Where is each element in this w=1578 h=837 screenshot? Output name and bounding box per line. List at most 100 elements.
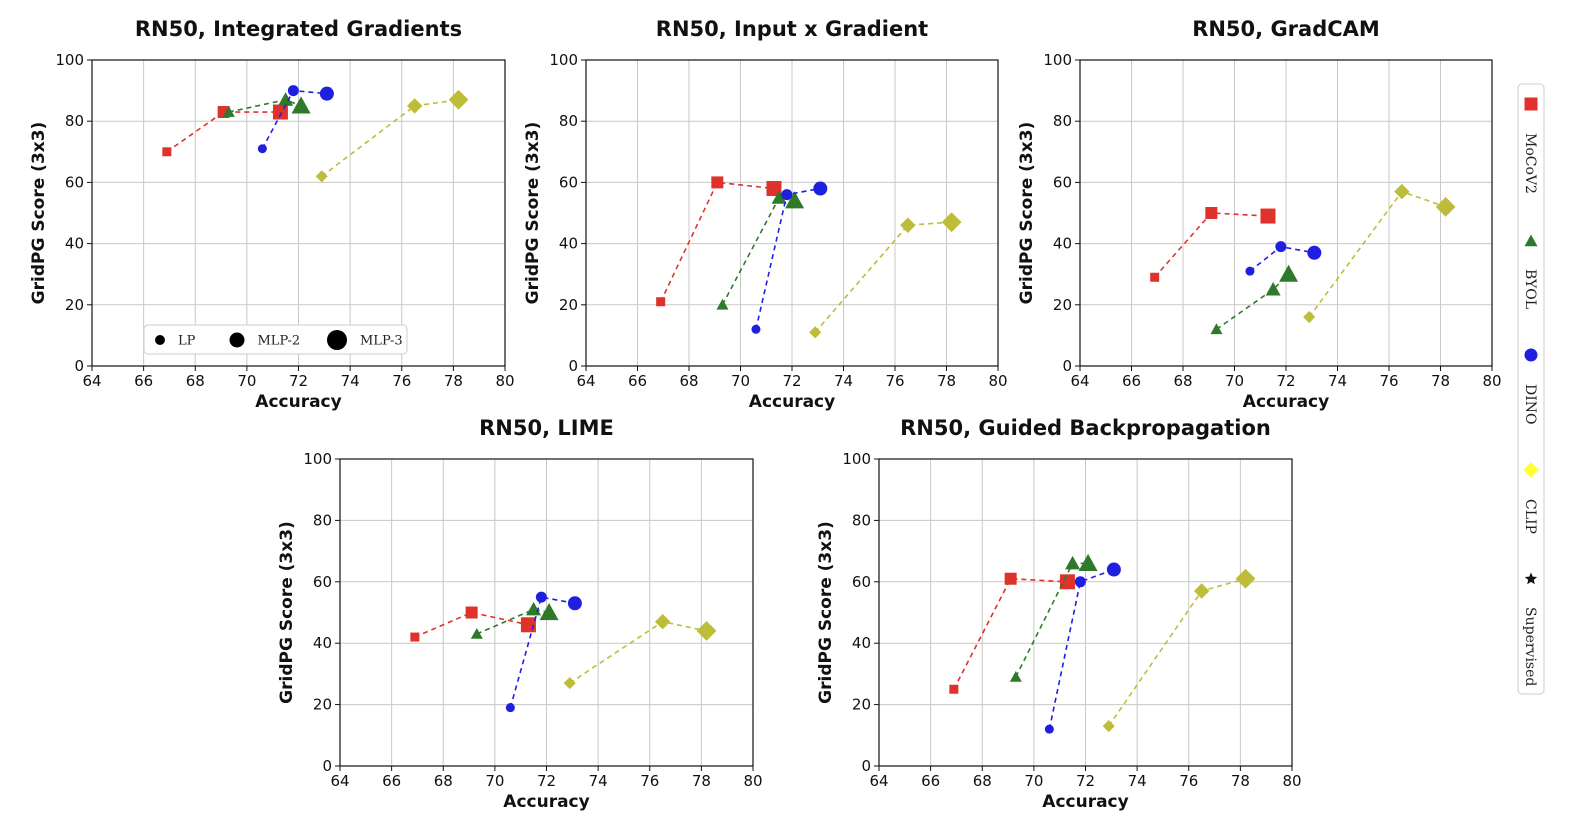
y-tick-label: 0: [1062, 357, 1072, 375]
series-line-mocov2: [414, 611, 529, 638]
data-point-mocov2: [1260, 208, 1276, 224]
y-tick-label: 60: [65, 173, 84, 191]
series-line-clip: [321, 98, 459, 177]
data-point-dino: [287, 85, 299, 97]
y-tick-label: 80: [65, 112, 84, 130]
data-point-clip: [1235, 568, 1256, 589]
y-tick-label: 20: [65, 296, 84, 314]
data-point-byol: [1065, 555, 1081, 570]
x-tick-label: 78: [1431, 372, 1450, 390]
plot-frame: [878, 458, 1293, 767]
data-point-byol: [470, 627, 483, 639]
x-axis-label: Accuracy: [749, 392, 835, 412]
data-point-clip: [315, 170, 328, 183]
x-tick-label: 72: [1076, 772, 1095, 790]
x-tick-label: 64: [82, 372, 101, 390]
data-point-dino: [1106, 562, 1121, 577]
y-tick-label: 40: [65, 235, 84, 253]
data-point-dino: [751, 324, 761, 334]
data-point-byol: [1210, 323, 1223, 335]
y-axis-label: GridPG Score (3x3): [523, 122, 543, 305]
chart-title: RN50, LIME: [479, 416, 614, 440]
chart-panel-3: 64 66 68 70 72 74 76 78 80 0 20 40 60 80 100 RN50, Grad…: [1017, 17, 1502, 412]
data-point-mocov2: [1004, 572, 1017, 585]
y-tick-label: 20: [559, 296, 578, 314]
plot-frame: [339, 458, 754, 767]
data-point-clip: [1193, 583, 1210, 599]
data-point-dino: [257, 144, 267, 154]
y-tick-label: 20: [313, 696, 332, 714]
x-tick-label: 70: [485, 772, 504, 790]
x-tick-label: 80: [743, 772, 762, 790]
y-tick-label: 60: [1053, 173, 1072, 191]
series-line-byol: [476, 608, 550, 635]
y-axis-label: GridPG Score (3x3): [816, 521, 836, 704]
legend-label-dino: DINO: [1522, 384, 1538, 424]
x-tick-label: 80: [988, 372, 1007, 390]
y-tick-label: 100: [842, 450, 871, 468]
data-point-clip: [1394, 183, 1410, 200]
y-tick-label: 80: [852, 511, 871, 529]
chart-title: RN50, GradCAM: [1192, 17, 1380, 41]
legend-label-supervised: Supervised: [1522, 607, 1538, 686]
x-tick-label: 74: [834, 372, 853, 390]
data-point-dino: [1074, 576, 1086, 588]
plot-frame: [585, 59, 999, 367]
data-point-clip: [696, 621, 717, 641]
series-line-clip: [1108, 577, 1246, 727]
chart-panel-2: 64 66 68 70 72 74 76 78 80 0 20 40 60 80 100 RN50, Inpu…: [523, 17, 1008, 412]
legend-marker-clip: [1523, 462, 1539, 478]
data-point-byol: [222, 106, 235, 117]
x-tick-label: 80: [495, 372, 514, 390]
data-point-mocov2: [656, 297, 666, 307]
data-point-mocov2: [410, 632, 420, 642]
y-tick-label: 80: [313, 511, 332, 529]
x-tick-label: 76: [640, 772, 659, 790]
data-point-dino: [781, 189, 793, 201]
data-point-mocov2: [520, 617, 536, 633]
x-tick-label: 74: [1128, 772, 1147, 790]
x-axis-label: Accuracy: [503, 792, 589, 812]
data-point-mocov2: [162, 147, 172, 157]
legend-label-mocov2: MoCoV2: [1522, 133, 1538, 194]
x-tick-label: 64: [330, 772, 349, 790]
y-tick-label: 0: [568, 357, 578, 375]
x-tick-label: 76: [885, 372, 904, 390]
data-point-clip: [654, 614, 671, 630]
data-point-dino: [567, 596, 582, 611]
y-tick-label: 40: [852, 634, 871, 652]
data-point-byol: [771, 190, 787, 204]
data-point-dino: [1044, 724, 1054, 734]
data-point-clip: [1435, 196, 1456, 217]
x-tick-label: 68: [679, 372, 698, 390]
data-point-byol: [539, 603, 559, 621]
data-point-mocov2: [766, 181, 782, 197]
x-tick-label: 66: [628, 372, 647, 390]
data-point-clip: [1102, 720, 1115, 733]
method-legend-box: [1517, 83, 1545, 695]
data-point-clip: [406, 98, 423, 114]
legend-marker-mocov2: [1524, 97, 1538, 111]
legend-marker-supervised: [1524, 572, 1538, 585]
x-tick-label: 76: [1179, 772, 1198, 790]
y-tick-label: 60: [313, 573, 332, 591]
data-point-dino: [813, 181, 828, 196]
x-tick-label: 64: [1070, 372, 1089, 390]
series-line-dino: [509, 596, 576, 708]
x-tick-label: 68: [1173, 372, 1192, 390]
plot-frame: [91, 59, 506, 367]
legend-size-label: MLP-3: [360, 334, 403, 349]
x-tick-label: 80: [1282, 772, 1301, 790]
y-tick-label: 40: [313, 634, 332, 652]
legend-marker-dino: [1524, 348, 1538, 362]
x-tick-label: 72: [1276, 372, 1295, 390]
x-axis-label: Accuracy: [255, 392, 341, 412]
data-point-mocov2: [465, 606, 478, 619]
y-tick-label: 80: [559, 112, 578, 130]
x-tick-label: 74: [589, 772, 608, 790]
data-point-byol: [716, 298, 729, 310]
series-line-clip: [1308, 190, 1446, 318]
x-tick-label: 70: [731, 372, 750, 390]
y-tick-label: 100: [1043, 51, 1072, 69]
